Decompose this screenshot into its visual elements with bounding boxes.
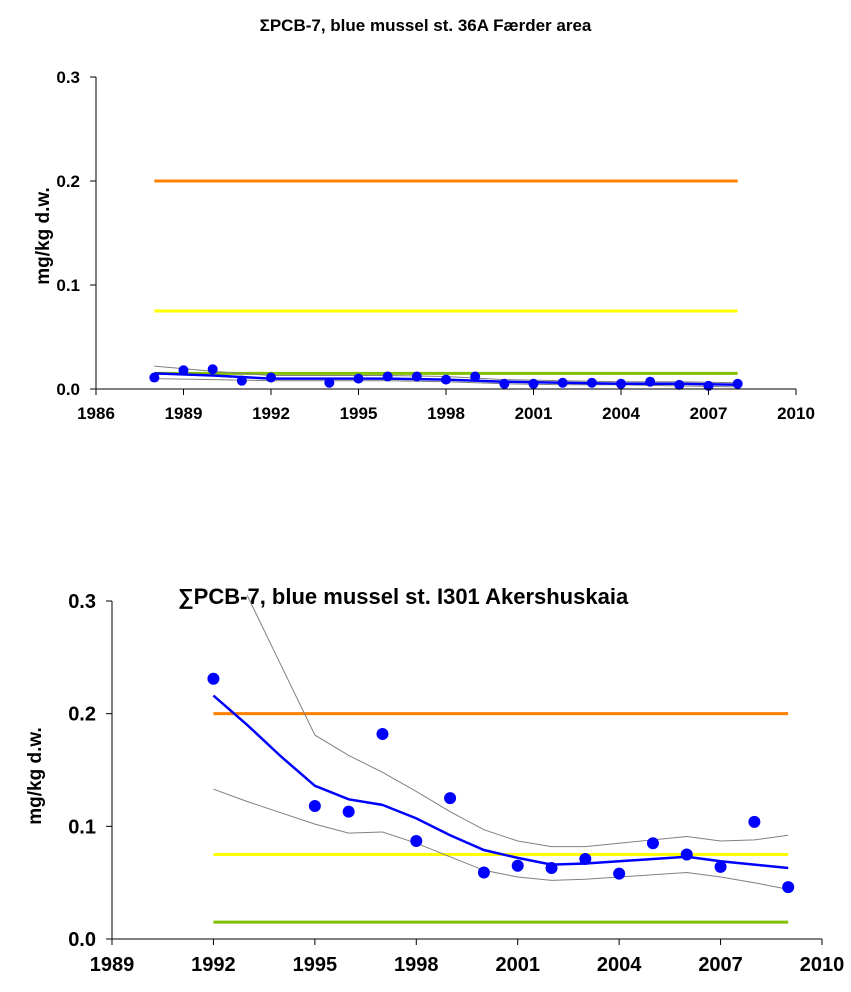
data-point xyxy=(579,853,592,866)
data-point xyxy=(207,672,220,685)
data-point xyxy=(680,848,693,861)
data-point xyxy=(714,860,727,873)
data-point xyxy=(382,371,393,382)
x-tick-label: 1995 xyxy=(293,954,338,976)
data-point xyxy=(511,859,524,872)
x-tick-label: 1989 xyxy=(165,404,203,423)
data-point xyxy=(782,881,795,894)
x-tick-label: 1992 xyxy=(252,404,290,423)
data-point xyxy=(308,800,321,813)
y-tick-label: 0.1 xyxy=(56,276,80,295)
data-point xyxy=(646,837,659,850)
x-tick-label: 1995 xyxy=(340,404,378,423)
y-tick-label: 0.0 xyxy=(56,380,80,399)
data-point xyxy=(557,377,568,388)
data-point xyxy=(441,374,451,385)
trend-line xyxy=(212,694,789,870)
chart-36a-faerder: ΣPCB-7, blue mussel st. 36A Færder area … xyxy=(0,0,851,430)
data-point xyxy=(586,377,597,388)
data-point xyxy=(616,378,626,389)
data-point xyxy=(376,727,389,740)
x-tick-label: 2001 xyxy=(495,954,540,976)
chart-title: ΣPCB-7, blue mussel st. 36A Færder area xyxy=(259,16,592,35)
x-tick-label: 1998 xyxy=(427,404,465,423)
data-point xyxy=(178,365,189,376)
y-tick-label: 0.3 xyxy=(56,68,80,87)
x-tick-label: 2001 xyxy=(515,404,553,423)
x-tick-label: 1998 xyxy=(394,954,439,976)
x-tick-label: 1986 xyxy=(77,404,115,423)
data-point xyxy=(353,373,364,384)
plot-area: 1989 1992 1995 1998 2001 2004 2007 2010 0.0 0.1 0.… xyxy=(68,591,845,976)
x-tick-label: 2004 xyxy=(602,404,640,423)
data-point xyxy=(545,862,558,875)
data-point xyxy=(342,805,355,818)
data-point xyxy=(470,371,481,382)
data-point xyxy=(499,378,510,389)
band-upper-line xyxy=(246,595,789,848)
y-tick-label: 0.1 xyxy=(68,816,96,838)
data-point xyxy=(324,377,335,388)
data-point xyxy=(236,375,247,386)
y-tick-label: 0.2 xyxy=(56,172,80,191)
data-point xyxy=(444,792,457,805)
band-lower-line xyxy=(213,788,789,890)
y-tick-label: 0.2 xyxy=(68,704,96,726)
x-tick-label: 2007 xyxy=(698,954,743,976)
data-point xyxy=(674,379,685,390)
chart-i301-akershuskaia: ∑PCB-7, blue mussel st. I301 Akershuskai… xyxy=(0,540,851,992)
data-point xyxy=(645,376,656,387)
x-tick-label: 1992 xyxy=(191,954,236,976)
x-tick-label: 2010 xyxy=(800,954,845,976)
x-tick-label: 2007 xyxy=(690,404,728,423)
data-point xyxy=(477,866,490,879)
data-point xyxy=(528,378,539,389)
data-point xyxy=(748,815,761,828)
plot-area: 1986 1989 1992 1995 1998 2001 2004 2007 2010 0.0 0… xyxy=(56,68,815,423)
x-tick-label: 2010 xyxy=(777,404,815,423)
data-point xyxy=(410,834,423,847)
data-point xyxy=(613,867,626,880)
data-point xyxy=(732,378,743,389)
y-tick-label: 0.0 xyxy=(68,929,96,951)
chart-title: ∑PCB-7, blue mussel st. I301 Akershuskai… xyxy=(178,584,629,609)
data-point xyxy=(266,372,276,383)
data-point xyxy=(411,371,422,382)
x-tick-label: 2004 xyxy=(597,954,642,976)
y-tick-label: 0.3 xyxy=(68,591,96,613)
x-tick-label: 1989 xyxy=(90,954,135,976)
data-point xyxy=(149,372,160,383)
data-point xyxy=(207,364,218,375)
data-point xyxy=(703,380,714,391)
